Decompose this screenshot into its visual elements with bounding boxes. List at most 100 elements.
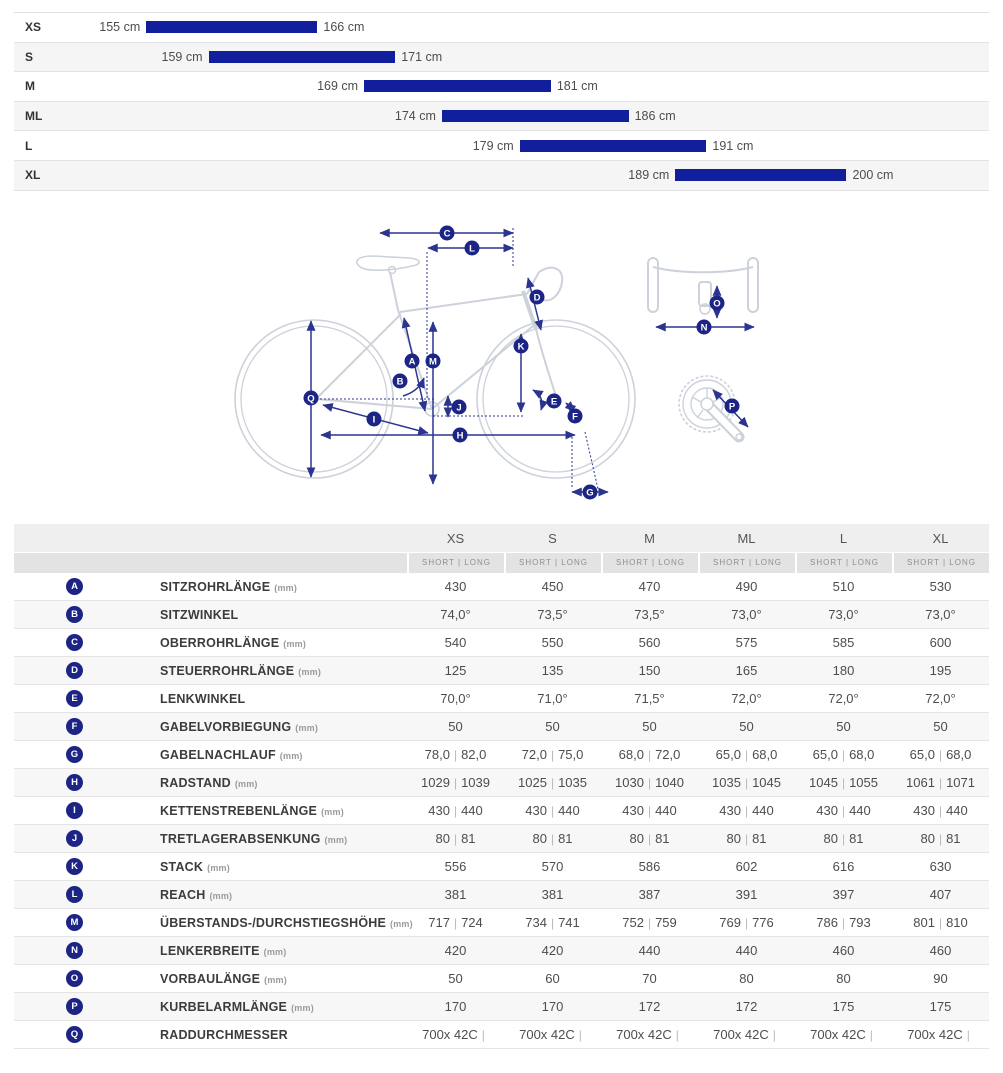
pipe-separator: | bbox=[744, 748, 749, 762]
value-cell: 490 bbox=[735, 579, 758, 594]
row-label-cell: C OBERROHRLÄNGE (mm) bbox=[14, 634, 407, 651]
value-cell: 65,0 | 68,0 bbox=[909, 747, 972, 762]
geometry-row-l: L REACH (mm) 381 381 387 391 397 407 bbox=[14, 881, 989, 909]
row-label: STEUERROHRLÄNGE (mm) bbox=[160, 663, 322, 678]
size-row-ml: ML 174 cm 186 cm bbox=[14, 100, 989, 131]
value-cell: 397 bbox=[832, 887, 855, 902]
row-label-cell: P KURBELARMLÄNGE (mm) bbox=[14, 998, 407, 1015]
table-header-row: XS S M ML L XL bbox=[14, 524, 989, 552]
range-bar bbox=[208, 50, 396, 63]
diagram-marker-e: E bbox=[546, 393, 562, 409]
row-marker-badge: G bbox=[66, 746, 83, 763]
size-label: M bbox=[25, 79, 35, 94]
row-marker-badge: I bbox=[66, 802, 83, 819]
row-marker-badge: C bbox=[66, 634, 83, 651]
value-cell: 135 bbox=[541, 663, 564, 678]
row-label: TRETLAGERABSENKUNG (mm) bbox=[160, 831, 348, 846]
pipe-separator: | bbox=[550, 916, 555, 930]
row-unit: (mm) bbox=[209, 890, 233, 901]
row-marker-badge: B bbox=[66, 606, 83, 623]
value-cell: 387 bbox=[638, 887, 661, 902]
pipe-separator: | bbox=[744, 916, 749, 930]
diagram-marker-a: A bbox=[404, 353, 420, 369]
value-cell: 420 bbox=[541, 943, 564, 958]
geometry-row-i: I KETTENSTREBENLÄNGE (mm) 430 | 440 430 | 440 430… bbox=[14, 797, 989, 825]
value-cell: 700x 42C | bbox=[892, 1027, 989, 1042]
diagram-marker-k: K bbox=[513, 338, 529, 354]
value-cell: 381 bbox=[444, 887, 467, 902]
value-cell: 71,0° bbox=[537, 691, 568, 706]
value-cell: 72,0 | 75,0 bbox=[521, 747, 584, 762]
row-marker-badge: D bbox=[66, 662, 83, 679]
value-cell: 50 bbox=[642, 719, 657, 734]
row-marker-badge: O bbox=[66, 970, 83, 987]
size-row-xl: XL 189 cm 200 cm bbox=[14, 159, 989, 190]
value-cell: 90 bbox=[933, 971, 948, 986]
value-cell: 50 bbox=[448, 971, 463, 986]
row-label-cell: H RADSTAND (mm) bbox=[14, 774, 407, 791]
value-cell: 73,0° bbox=[731, 607, 762, 622]
row-unit: (mm) bbox=[295, 722, 319, 733]
row-label-cell: N LENKERBREITE (mm) bbox=[14, 942, 407, 959]
svg-text:F: F bbox=[572, 411, 578, 422]
svg-text:K: K bbox=[518, 341, 525, 352]
value-cell: 65,0 | 68,0 bbox=[715, 747, 778, 762]
svg-text:N: N bbox=[701, 322, 708, 333]
row-label-cell: K STACK (mm) bbox=[14, 858, 407, 875]
svg-text:H: H bbox=[457, 430, 464, 441]
row-label: KETTENSTREBENLÄNGE (mm) bbox=[160, 803, 344, 818]
size-row-l: L 179 cm 191 cm bbox=[14, 130, 989, 160]
value-cell: 73,0° bbox=[925, 607, 956, 622]
value-cell: 440 bbox=[638, 943, 661, 958]
pipe-separator: | bbox=[453, 804, 458, 818]
range-bar bbox=[146, 21, 318, 34]
value-cell: 72,0° bbox=[731, 691, 762, 706]
row-unit: (mm) bbox=[283, 638, 307, 649]
row-label-cell: I KETTENSTREBENLÄNGE (mm) bbox=[14, 802, 407, 819]
geometry-row-b: B SITZWINKEL 74,0° 73,5° 73,5° 73,0° 73,0° 73,0… bbox=[14, 601, 989, 629]
diagram-marker-o: O bbox=[709, 295, 725, 311]
pipe-separator: | bbox=[938, 832, 943, 846]
value-cell: 769 | 776 bbox=[719, 915, 774, 930]
svg-text:Q: Q bbox=[307, 393, 314, 404]
value-cell: 150 bbox=[638, 663, 661, 678]
value-cell: 600 bbox=[929, 635, 952, 650]
row-label: REACH (mm) bbox=[160, 887, 233, 902]
geometry-row-a: A SITZROHRLÄNGE (mm) 430 450 470 490 510 530 bbox=[14, 573, 989, 601]
value-cell: 616 bbox=[832, 859, 855, 874]
value-cell: 381 bbox=[541, 887, 564, 902]
pipe-separator: | bbox=[966, 1028, 970, 1042]
row-label-cell: L REACH (mm) bbox=[14, 886, 407, 903]
value-cell: 585 bbox=[832, 635, 855, 650]
value-cell: 70 bbox=[642, 971, 657, 986]
value-cell: 470 bbox=[638, 579, 661, 594]
row-label-cell: E LENKWINKEL bbox=[14, 690, 407, 707]
pipe-separator: | bbox=[453, 916, 458, 930]
row-marker-badge: Q bbox=[66, 1026, 83, 1043]
row-label: SITZWINKEL bbox=[160, 607, 239, 622]
diagram-marker-j: J bbox=[451, 399, 467, 415]
value-cell: 68,0 | 72,0 bbox=[618, 747, 681, 762]
size-label: XS bbox=[25, 20, 42, 35]
value-cell: 78,0 | 82,0 bbox=[424, 747, 487, 762]
row-label-cell: M ÜBERSTANDS-/DURCHSTIEGSHÖHE (mm) bbox=[14, 914, 413, 931]
geometry-row-j: J TRETLAGERABSENKUNG (mm) 80 | 81 80 | 81 80 | 81 80… bbox=[14, 825, 989, 853]
range-min-label: 189 cm bbox=[628, 168, 670, 183]
row-label-cell: Q RADDURCHMESSER bbox=[14, 1026, 407, 1043]
value-cell: 430 bbox=[444, 579, 467, 594]
marker-badges: AB C D E F G H I J K L M N O P Q bbox=[303, 225, 740, 500]
column-header-m: M bbox=[644, 530, 655, 546]
row-label: SITZROHRLÄNGE (mm) bbox=[160, 579, 298, 594]
subheader-cell: SHORT | LONG bbox=[795, 553, 892, 573]
value-cell: 550 bbox=[541, 635, 564, 650]
value-cell: 430 | 440 bbox=[622, 803, 677, 818]
row-label: RADDURCHMESSER bbox=[160, 1027, 288, 1042]
row-unit: (mm) bbox=[291, 1002, 314, 1013]
pipe-separator: | bbox=[772, 1028, 776, 1042]
pipe-separator: | bbox=[841, 916, 846, 930]
value-cell: 195 bbox=[929, 663, 952, 678]
geometry-row-e: E LENKWINKEL 70,0° 71,0° 71,5° 72,0° 72,0° 72,0… bbox=[14, 685, 989, 713]
value-cell: 73,5° bbox=[537, 607, 568, 622]
pipe-separator: | bbox=[453, 776, 458, 790]
value-cell: 700x 42C | bbox=[407, 1027, 504, 1042]
